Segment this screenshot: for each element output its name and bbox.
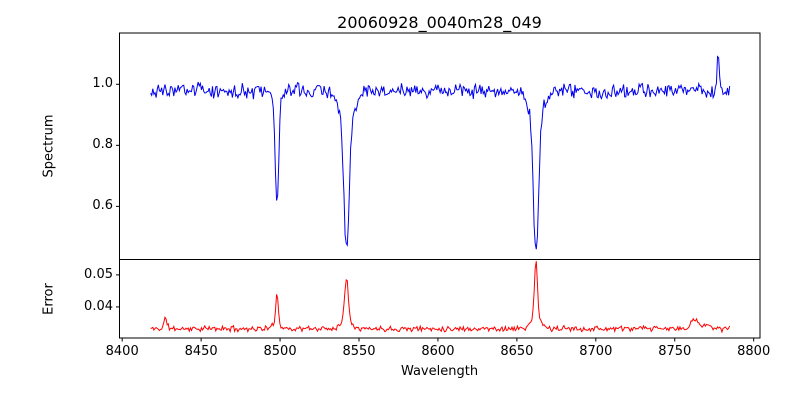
spectrum-panel-spines — [119, 32, 761, 260]
spectrum-y-tick-label: 0.8 — [92, 137, 113, 153]
spectrum-y-tick-label: 0.6 — [92, 198, 113, 214]
x-tick-label: 8600 — [421, 344, 455, 359]
spectrum-y-tick-label: 1.0 — [92, 76, 113, 92]
x-tick-label: 8450 — [184, 344, 218, 359]
x-tick-label: 8400 — [105, 344, 139, 359]
error-y-tick-label: 0.04 — [84, 298, 113, 314]
x-tick-label: 8800 — [737, 344, 771, 359]
x-tick-label: 8650 — [500, 344, 534, 359]
x-tick-label: 8700 — [579, 344, 613, 359]
spectrum-line — [150, 55, 731, 250]
x-tick-label: 8550 — [342, 344, 376, 359]
error-y-tick-label: 0.05 — [84, 266, 113, 282]
x-tick-label: 8500 — [263, 344, 297, 359]
error-line — [150, 261, 731, 334]
y-axis-label-error: Error — [41, 283, 57, 315]
x-axis-label: Wavelength — [400, 364, 479, 379]
chart-title: 20060928_0040m28_049 — [337, 13, 542, 32]
y-axis-label-spectrum: Spectrum — [41, 114, 57, 178]
x-tick-label: 8750 — [658, 344, 692, 359]
error-panel-spines — [119, 259, 761, 339]
